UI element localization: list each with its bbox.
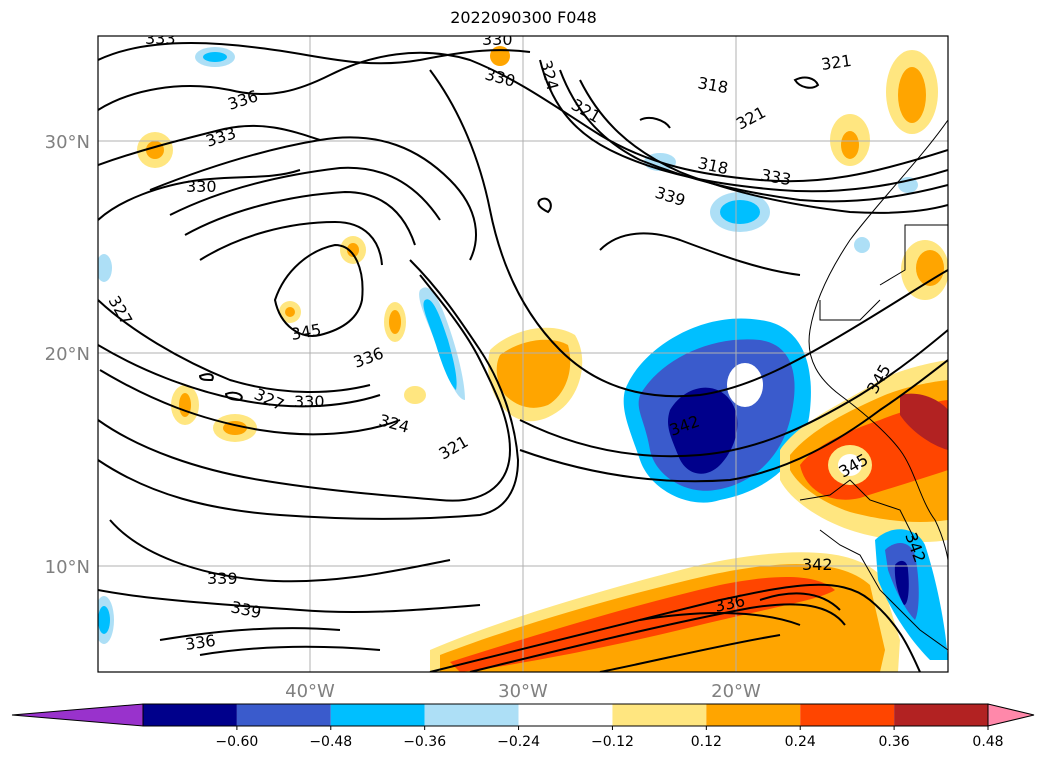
- colorbar-swatch: [612, 704, 707, 726]
- contour-label: 339: [207, 569, 238, 588]
- colorbar-tick-label: −0.36: [403, 734, 446, 750]
- colorbar-outline: [142, 703, 989, 727]
- contour-label: 330: [482, 30, 513, 49]
- colorbar-tick-label: 0.36: [879, 734, 910, 750]
- colorbar-swatch: [143, 704, 237, 726]
- lat-label: 20°N: [45, 344, 90, 365]
- colorbar-swatch: [800, 704, 895, 726]
- colorbar-swatch: [424, 704, 519, 726]
- contour-label: 333: [145, 29, 176, 48]
- colorbar-swatch: [330, 704, 425, 726]
- axis-labels: 30°N 20°N 10°N 40°W 30°W 20°W: [45, 132, 761, 702]
- lon-label: 40°W: [285, 681, 335, 702]
- theta-contours: [98, 42, 948, 672]
- lat-label: 30°N: [45, 132, 90, 153]
- colorbar-tick-label: −0.24: [497, 734, 540, 750]
- contour-label: 342: [802, 555, 833, 574]
- contour-label: 321: [820, 51, 853, 74]
- colorbar-tick-label: −0.60: [215, 734, 258, 750]
- colorbar-tick-label: 0.24: [785, 734, 816, 750]
- anomaly-shading: [98, 46, 948, 672]
- contour-label: 330: [186, 177, 217, 196]
- colorbar: −0.60 −0.48 −0.36 −0.24 −0.12 0.12 0.24 0.36 0.4…: [11, 703, 1035, 750]
- lat-label: 10°N: [45, 557, 90, 578]
- colorbar-tick-label: 0.48: [972, 734, 1003, 750]
- map-frame: [97, 35, 949, 673]
- colorbar-extend-high: [987, 703, 1035, 727]
- colorbar-tick-label: −0.48: [309, 734, 352, 750]
- lon-label: 20°W: [711, 681, 761, 702]
- colorbar-swatch: [518, 704, 613, 726]
- colorbar-swatch: [894, 704, 988, 726]
- coastlines: [799, 119, 948, 651]
- colorbar-swatch: [236, 704, 331, 726]
- colorbar-extend-low: [11, 703, 144, 727]
- contour-label: 336: [184, 631, 217, 654]
- colorbar-swatch: [706, 704, 801, 726]
- map-title: 2022090300 F048: [450, 8, 597, 27]
- colorbar-tick-label: 0.12: [691, 734, 722, 750]
- contour-label: 330: [294, 392, 325, 411]
- gridlines: [98, 36, 948, 672]
- colorbar-tick-label: −0.12: [591, 734, 634, 750]
- lon-label: 30°W: [498, 681, 548, 702]
